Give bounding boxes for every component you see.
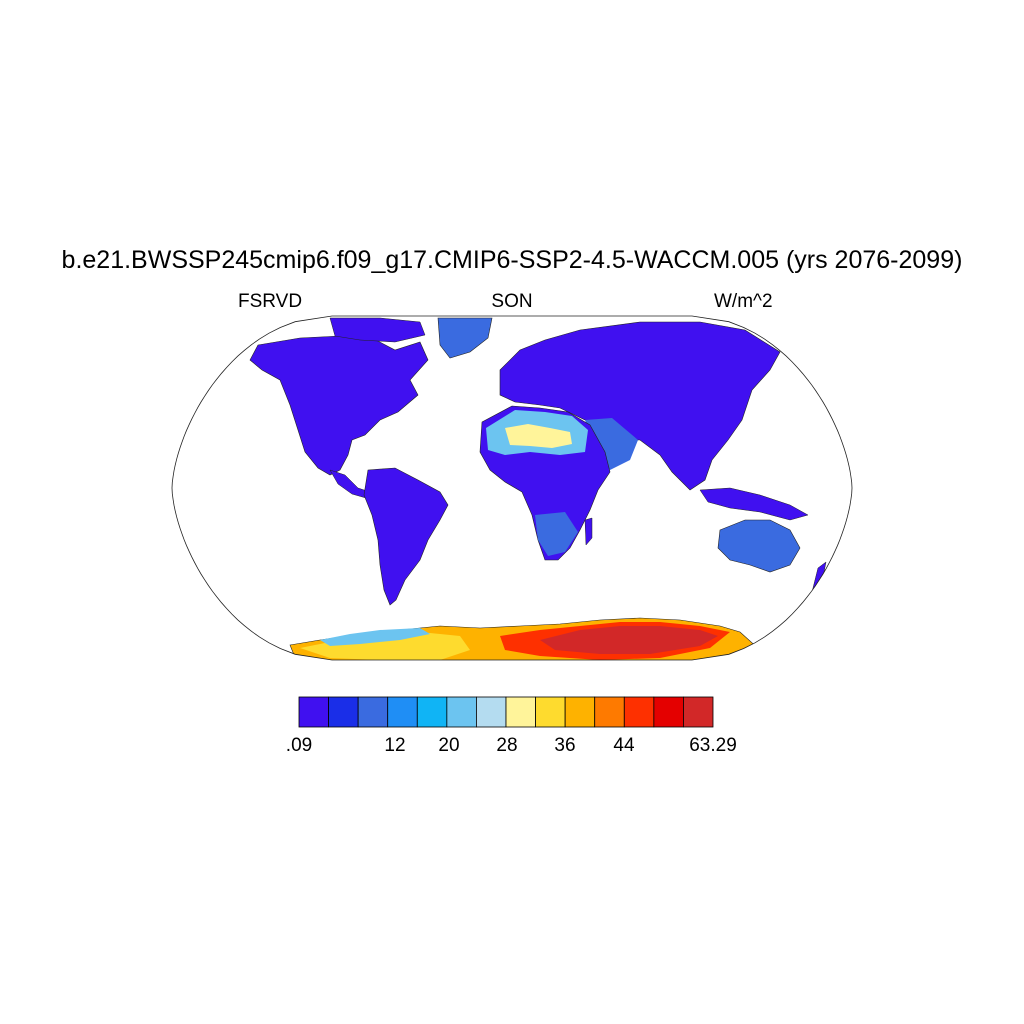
map-fill-layer [249,317,827,660]
colorbar-box [623,696,655,728]
colorbar-box [357,696,389,728]
colorbar-tick-label: 44 [613,735,635,756]
southeast-asia-islands [699,487,809,521]
colorbar-box [653,696,684,728]
colorbar-tick-label: 63.29 [689,735,737,756]
colorbar-box [564,696,596,728]
greenland-landmass [437,317,493,359]
colorbar-box [476,696,507,728]
season-label: SON [491,291,533,312]
plot-title: b.e21.BWSSP245cmip6.f09_g17.CMIP6-SSP2-4… [61,246,963,274]
southern-africa-region [535,512,578,556]
colorbar-tick-label: 36 [554,735,576,756]
colorbar-box [535,696,566,728]
eurasia-landmass [499,321,781,491]
variable-label: FSRVD [238,291,303,312]
projection-boundary [171,315,853,661]
madagascar-island [584,517,593,546]
colorbar-tick-label: 20 [438,735,460,756]
australia-landmass [717,519,801,573]
colorbar-tick-label: 28 [496,735,518,756]
antarctica-interior [540,626,718,654]
south-america-landmass [363,467,449,606]
units-label: W/m^2 [714,291,773,312]
colorbar-box [446,696,477,728]
colorbar-box [298,696,329,728]
north-america-landmass [249,335,429,476]
middle-east-region [585,418,638,470]
colorbar-box [683,696,714,728]
sahara-core [505,424,572,448]
antarctic-peninsula [320,628,430,646]
antarctica-west-region [300,632,470,660]
colorbar-tick-label: .09 [285,735,313,756]
colorbar-boxes [298,696,714,728]
colorbar-tick-label: 12 [384,735,406,756]
colorbar-box [594,696,625,728]
colorbar-box [387,696,418,728]
arctic-islands [329,317,426,343]
colorbar-box [416,696,448,728]
colorbar-box [505,696,536,728]
colorbar-box [328,696,359,728]
